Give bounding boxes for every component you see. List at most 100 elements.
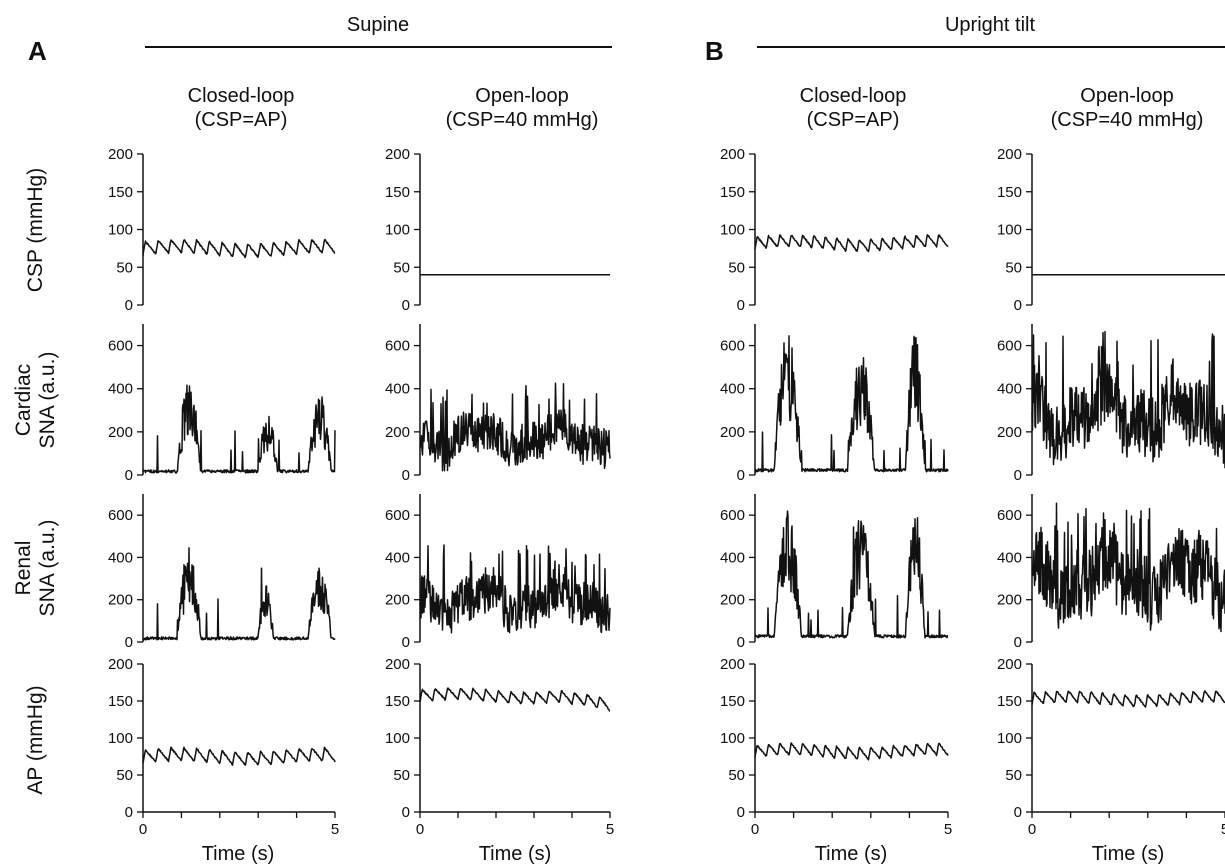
column-title-b-closed: Closed-loop (CSP=AP) <box>800 84 907 132</box>
y-tick-label-b-closed-cardiac-sna: 400 <box>720 381 745 398</box>
y-tick-label-b-open-ap: 150 <box>997 693 1022 710</box>
series-line-a-closed-ap <box>142 746 336 766</box>
supine-header: Supine <box>346 14 410 36</box>
y-tick-label-b-open-renal-sna: 400 <box>997 549 1022 566</box>
upright-tilt-header: Upright tilt <box>944 14 1036 36</box>
x-tick-label-b-closed: 0 <box>751 821 759 838</box>
column-title-line2: (CSP=40 mmHg) <box>1050 109 1204 131</box>
y-tick-label-b-closed-renal-sna: 200 <box>720 592 745 609</box>
y-tick-label-b-closed-csp: 200 <box>720 146 745 163</box>
y-tick-label-a-closed-cardiac-sna: 200 <box>108 424 133 441</box>
column-title-line1: Open-loop <box>475 85 569 107</box>
y-tick-label-a-closed-renal-sna: 0 <box>125 634 133 651</box>
x-axis-label-b-closed: Time (s) <box>814 843 888 865</box>
column-title-a-open: Open-loop (CSP=40 mmHg) <box>446 84 599 132</box>
y-tick-label-a-open-renal-sna: 400 <box>385 549 410 566</box>
y-tick-label-b-closed-csp: 0 <box>737 297 745 314</box>
y-tick-label-b-open-ap: 200 <box>997 656 1022 673</box>
y-tick-label-a-closed-renal-sna: 400 <box>108 549 133 566</box>
y-tick-label-b-closed-cardiac-sna: 0 <box>737 467 745 484</box>
y-tick-label-a-open-csp: 100 <box>385 222 410 239</box>
series-line-a-open-ap <box>419 687 611 712</box>
y-tick-label-a-closed-cardiac-sna: 400 <box>108 381 133 398</box>
y-tick-label-b-closed-ap: 100 <box>720 730 745 747</box>
y-tick-label-b-closed-cardiac-sna: 600 <box>720 338 745 355</box>
column-title-line1: Closed-loop <box>799 85 907 107</box>
y-tick-label-a-open-renal-sna: 600 <box>385 507 410 524</box>
x-tick-label-a-closed: 0 <box>139 821 147 838</box>
series-line-a-open-renal-sna <box>419 544 611 634</box>
panel-a-letter: A <box>28 36 47 66</box>
y-tick-label-a-open-csp: 200 <box>385 146 410 163</box>
column-title-b-open: Open-loop (CSP=40 mmHg) <box>1051 84 1204 132</box>
y-tick-label-b-open-renal-sna: 600 <box>997 507 1022 524</box>
column-title-line1: Closed-loop <box>187 85 295 107</box>
series-line-b-open-ap <box>1031 690 1225 708</box>
y-tick-label-b-open-ap: 100 <box>997 730 1022 747</box>
y-tick-label-a-open-ap: 150 <box>385 693 410 710</box>
y-tick-label-a-closed-csp: 100 <box>108 222 133 239</box>
series-line-b-closed-renal-sna <box>754 510 949 639</box>
y-tick-label-b-open-cardiac-sna: 600 <box>997 338 1022 355</box>
x-tick-label-a-open: 0 <box>416 821 424 838</box>
y-tick-label-b-open-renal-sna: 0 <box>1014 634 1022 651</box>
series-line-a-closed-csp <box>142 238 336 259</box>
y-tick-label-a-open-cardiac-sna: 600 <box>385 338 410 355</box>
y-tick-label-a-closed-ap: 100 <box>108 730 133 747</box>
y-tick-label-b-closed-csp: 50 <box>728 259 745 276</box>
y-tick-label-a-closed-cardiac-sna: 0 <box>125 467 133 484</box>
y-tick-label-b-open-renal-sna: 200 <box>997 592 1022 609</box>
y-tick-label-a-closed-ap: 150 <box>108 693 133 710</box>
y-tick-label-a-closed-ap: 0 <box>125 804 133 821</box>
y-tick-label-b-closed-ap: 50 <box>728 767 745 784</box>
series-line-a-closed-renal-sna <box>142 547 336 641</box>
y-tick-label-b-open-csp: 50 <box>1005 259 1022 276</box>
upright-bracket-line <box>757 46 1225 48</box>
column-title-line2: (CSP=AP) <box>194 109 288 131</box>
y-tick-label-b-open-cardiac-sna: 400 <box>997 381 1022 398</box>
y-tick-label-a-open-renal-sna: 0 <box>402 634 410 651</box>
y-tick-label-b-open-csp: 100 <box>997 222 1022 239</box>
y-tick-label-a-open-csp: 150 <box>385 184 410 201</box>
y-tick-label-b-open-ap: 50 <box>1005 767 1022 784</box>
y-tick-label-b-open-csp: 150 <box>997 184 1022 201</box>
y-tick-label-b-closed-renal-sna: 400 <box>720 549 745 566</box>
y-tick-label-a-closed-ap: 200 <box>108 656 133 673</box>
series-line-b-closed-csp <box>754 234 949 253</box>
series-line-b-open-cardiac-sna <box>1031 330 1225 469</box>
y-tick-label-a-closed-csp: 200 <box>108 146 133 163</box>
series-line-b-closed-cardiac-sna <box>754 335 949 473</box>
panel-b-letter: B <box>705 36 724 66</box>
y-tick-label-b-closed-renal-sna: 600 <box>720 507 745 524</box>
x-axis-label-b-open: Time (s) <box>1091 843 1165 865</box>
y-tick-label-a-closed-csp: 50 <box>116 259 133 276</box>
column-title-line2: (CSP=40 mmHg) <box>445 109 599 131</box>
y-tick-label-b-closed-cardiac-sna: 200 <box>720 424 745 441</box>
y-tick-label-b-closed-renal-sna: 0 <box>737 634 745 651</box>
y-tick-label-b-closed-ap: 0 <box>737 804 745 821</box>
y-tick-label-b-closed-ap: 150 <box>720 693 745 710</box>
series-line-a-open-cardiac-sna <box>419 382 611 472</box>
x-tick-label-b-closed: 5 <box>944 821 952 838</box>
y-tick-label-b-open-csp: 200 <box>997 146 1022 163</box>
y-tick-label-b-open-cardiac-sna: 200 <box>997 424 1022 441</box>
x-tick-label-b-open: 5 <box>1221 821 1225 838</box>
x-tick-label-a-closed: 5 <box>331 821 339 838</box>
column-title-line1: Open-loop <box>1080 85 1174 107</box>
y-tick-label-a-closed-renal-sna: 600 <box>108 507 133 524</box>
column-title-line2: (CSP=AP) <box>806 109 900 131</box>
y-tick-label-a-closed-renal-sna: 200 <box>108 592 133 609</box>
y-tick-label-b-open-csp: 0 <box>1014 297 1022 314</box>
y-tick-label-a-open-cardiac-sna: 0 <box>402 467 410 484</box>
y-tick-label-b-open-cardiac-sna: 0 <box>1014 467 1022 484</box>
x-axis-label-a-closed: Time (s) <box>201 843 275 865</box>
series-line-a-closed-cardiac-sna <box>142 384 336 474</box>
y-tick-label-a-closed-csp: 150 <box>108 184 133 201</box>
y-tick-label-a-open-ap: 100 <box>385 730 410 747</box>
supine-bracket-line <box>145 46 612 48</box>
series-line-b-open-renal-sna <box>1031 502 1225 633</box>
y-tick-label-a-open-renal-sna: 200 <box>385 592 410 609</box>
y-tick-label-a-open-cardiac-sna: 200 <box>385 424 410 441</box>
y-tick-label-a-open-cardiac-sna: 400 <box>385 381 410 398</box>
